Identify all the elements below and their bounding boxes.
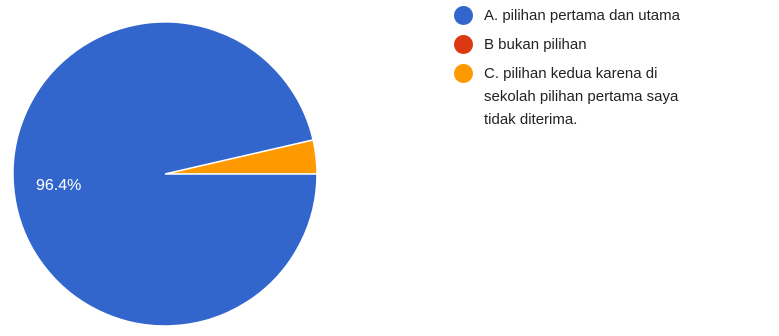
legend-item-c[interactable]: C. pilihan kedua karena di sekolah pilih… bbox=[454, 62, 779, 131]
legend-swatch-c bbox=[454, 64, 473, 83]
pie-plot-area: 96.4% bbox=[12, 21, 318, 327]
legend: A. pilihan pertama dan utama B bukan pil… bbox=[454, 4, 779, 137]
legend-label-a: A. pilihan pertama dan utama bbox=[484, 7, 680, 24]
legend-label-c-line-3: tidak diterima. bbox=[484, 111, 578, 128]
legend-label-c-line-1: C. pilihan kedua karena di bbox=[484, 65, 658, 82]
legend-label-c-line-2: sekolah pilihan pertama saya bbox=[484, 88, 679, 105]
pie-slice-a[interactable] bbox=[12, 21, 318, 327]
legend-swatch-b bbox=[454, 35, 473, 54]
pie-slice-a-label: 96.4% bbox=[36, 177, 81, 194]
legend-label-b: B bukan pilihan bbox=[484, 36, 587, 53]
legend-item-a[interactable]: A. pilihan pertama dan utama bbox=[454, 4, 779, 27]
legend-item-b[interactable]: B bukan pilihan bbox=[454, 33, 779, 56]
legend-swatch-a bbox=[454, 6, 473, 25]
